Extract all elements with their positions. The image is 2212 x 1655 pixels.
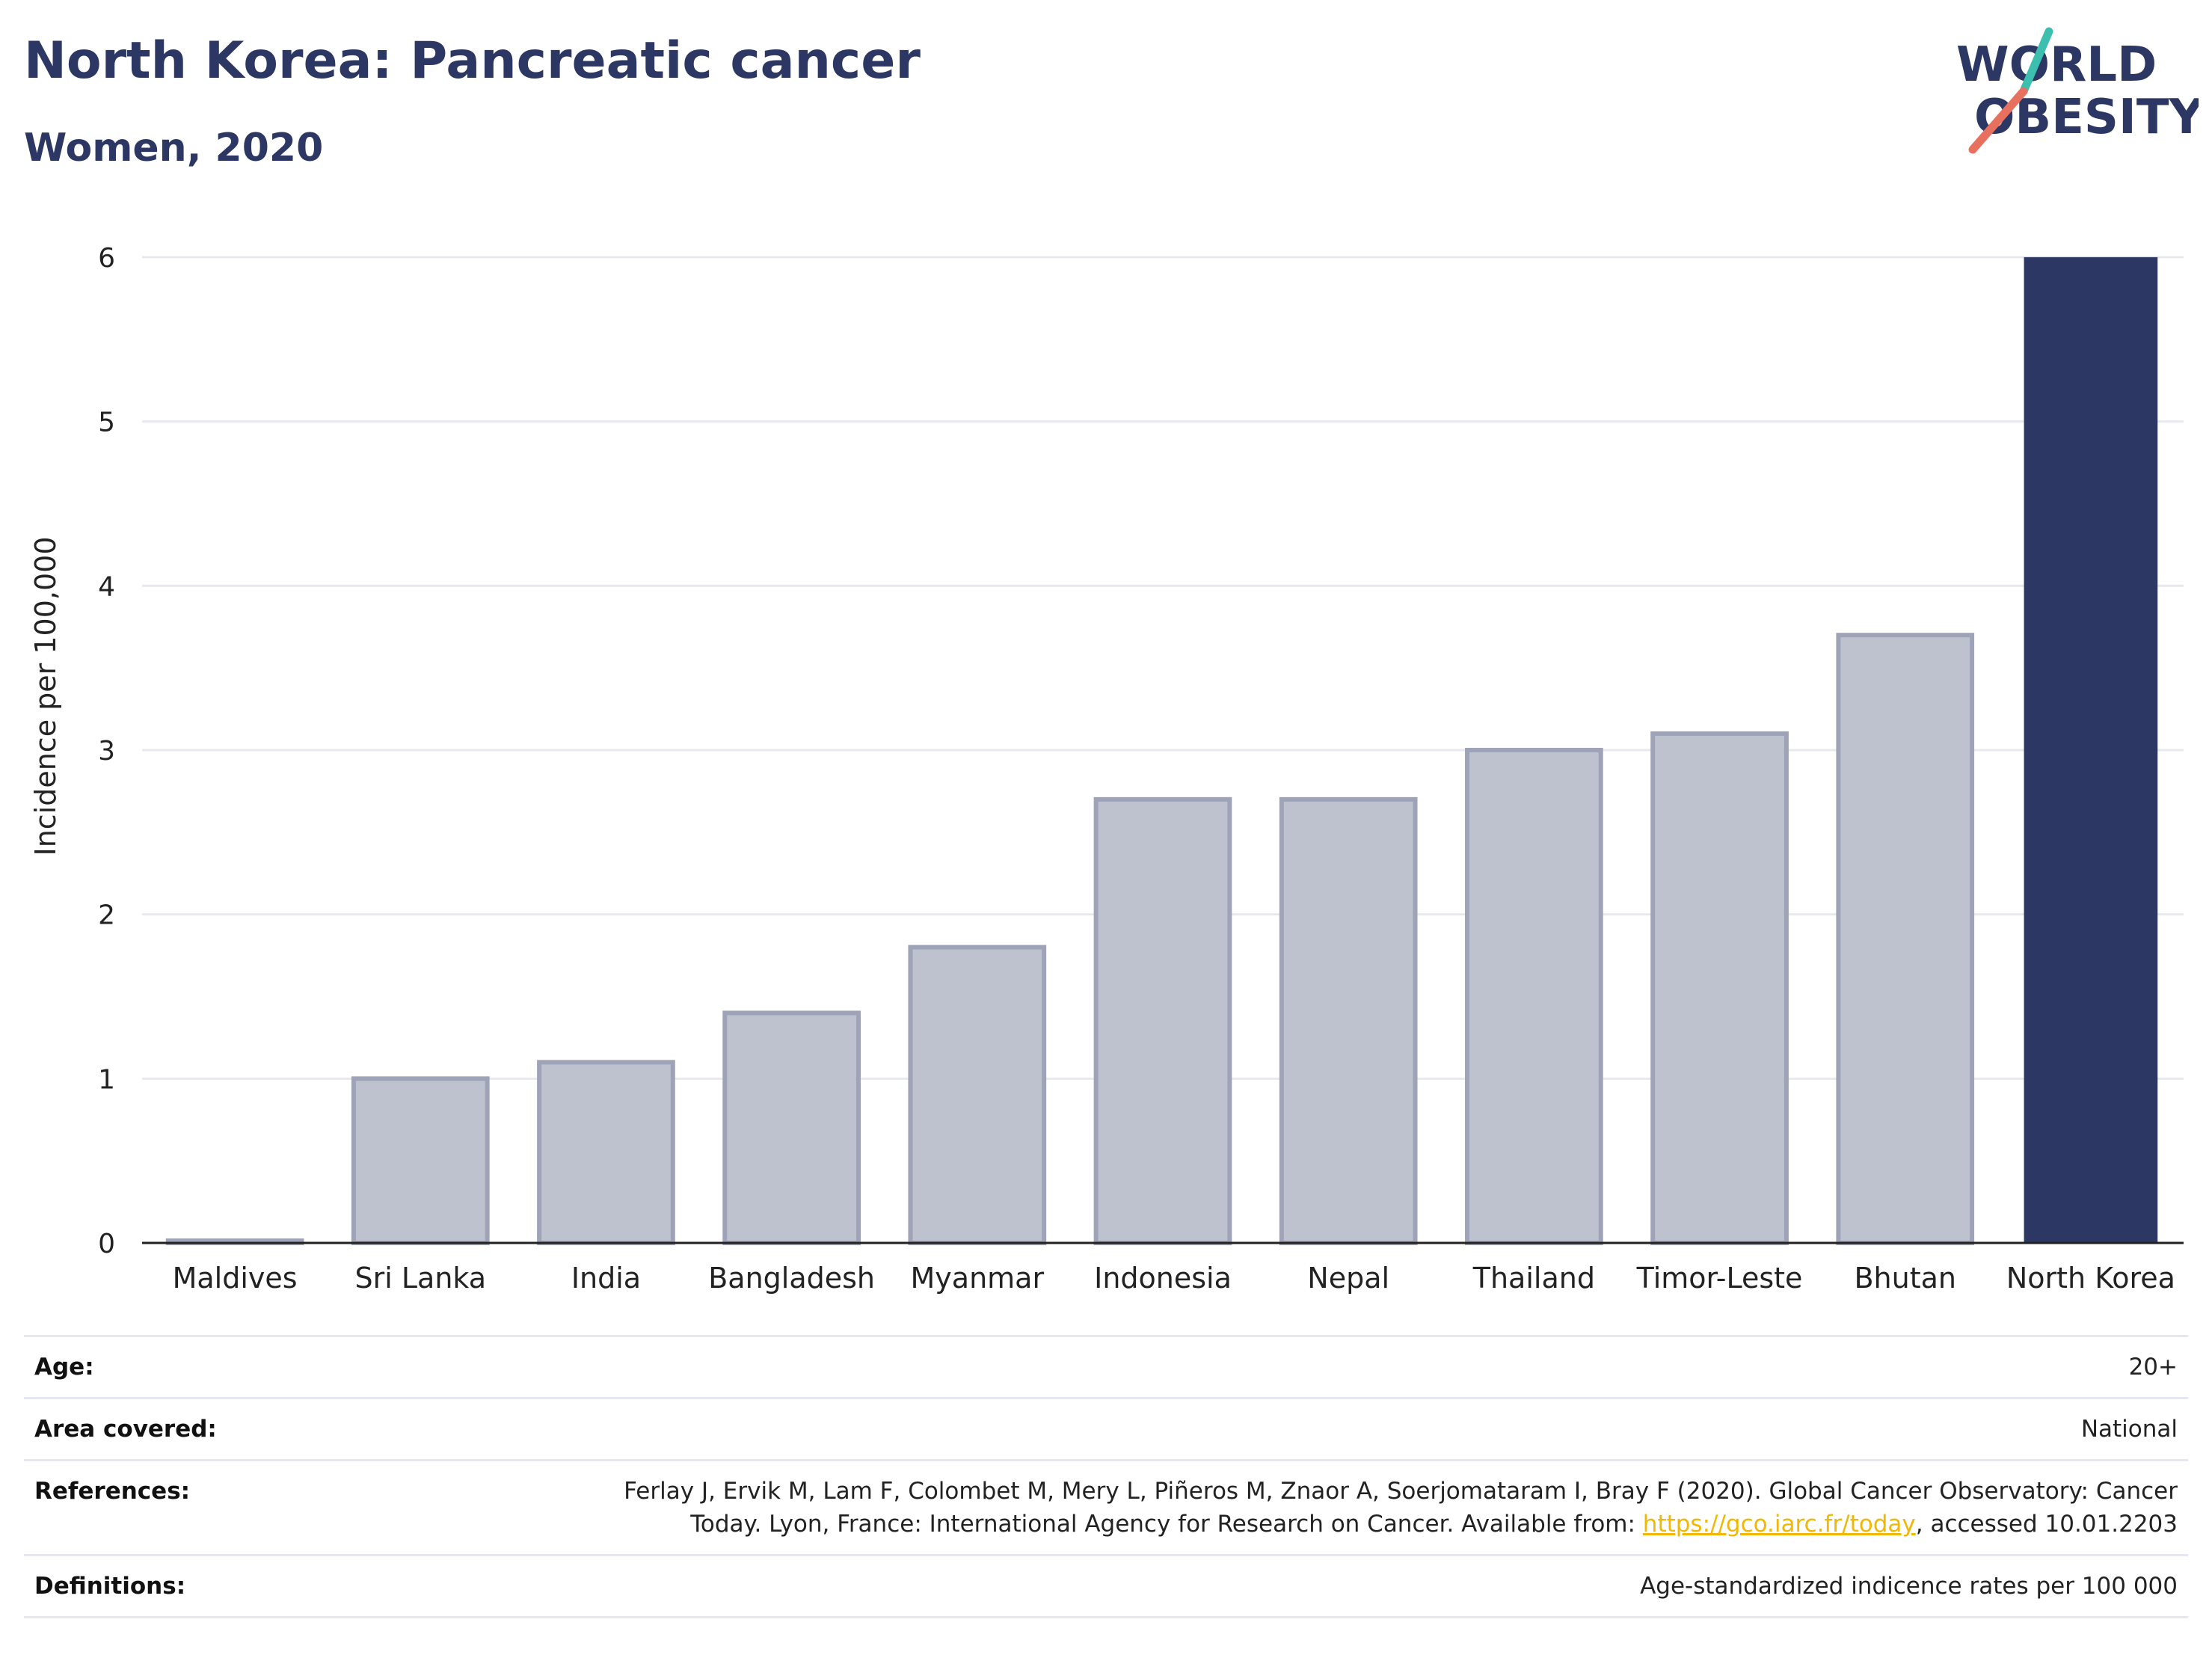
references-line-1: Ferlay J, Ervik M, Lam F, Colombet M, Me… (624, 1478, 2178, 1505)
bar-north-korea (2024, 257, 2158, 1243)
logo-slash-coral (1968, 87, 2028, 154)
bar-indonesia (1093, 796, 1232, 1245)
y-tick-label: 6 (98, 243, 115, 274)
logo-slash-teal (2019, 27, 2053, 96)
meta-references-label: References: (34, 1478, 191, 1505)
world-obesity-logo: WORLD OBESITY (1956, 27, 2199, 154)
y-axis-ticks: 0 1 2 3 4 5 6 (98, 243, 115, 1259)
bar-bhutan (1836, 633, 1975, 1245)
chart-title: North Korea: Pancreatic cancer (24, 31, 921, 90)
x-tick-label: Maldives (173, 1262, 298, 1295)
logo-line-1: WORLD (1956, 37, 2157, 93)
y-tick-label: 1 (98, 1064, 115, 1095)
meta-area-value: National (2080, 1416, 2178, 1443)
x-tick-label: Thailand (1472, 1262, 1595, 1295)
metadata-table: Age: 20+ Area covered: National Referenc… (24, 1335, 2188, 1618)
y-axis-label: Incidence per 100,000 (29, 536, 62, 856)
x-tick-label: North Korea (2006, 1262, 2175, 1295)
meta-references-value: Ferlay J, Ervik M, Lam F, Colombet M, Me… (624, 1475, 2178, 1541)
bar-bangladesh (722, 1010, 861, 1246)
references-line-2-end: , accessed 10.01.2203 (1915, 1511, 2178, 1538)
y-tick-label: 4 (98, 571, 115, 602)
x-tick-label: Indonesia (1094, 1262, 1232, 1295)
x-tick-label: Bhutan (1854, 1262, 1956, 1295)
y-tick-label: 3 (98, 736, 115, 767)
x-tick-label: Bangladesh (708, 1262, 875, 1295)
bar-myanmar (908, 945, 1047, 1246)
bar-chart: 0 1 2 3 4 5 6 Maldives Sri Lanka India Bangladesh… (29, 243, 2184, 1295)
x-tick-label: Sri Lanka (354, 1262, 486, 1295)
bar-india (537, 1060, 675, 1246)
chart-subtitle: Women, 2020 (24, 126, 324, 171)
meta-area-label: Area covered: (34, 1416, 217, 1443)
y-tick-label: 2 (98, 900, 115, 931)
x-tick-label: Timor-Leste (1636, 1262, 1803, 1295)
meta-age-value: 20+ (2128, 1354, 2178, 1381)
meta-row-references: References: Ferlay J, Ervik M, Lam F, Co… (24, 1459, 2188, 1554)
x-tick-label: Nepal (1307, 1262, 1389, 1295)
x-tick-label: India (571, 1262, 641, 1295)
meta-row-age: Age: 20+ (24, 1335, 2188, 1397)
meta-definitions-label: Definitions: (34, 1573, 186, 1600)
bar-thailand (1465, 747, 1603, 1245)
references-link[interactable]: https://gco.iarc.fr/today (1642, 1511, 1916, 1538)
meta-definitions-value: Age-standardized indicence rates per 100… (1640, 1573, 2178, 1600)
y-tick-label: 5 (98, 408, 115, 438)
y-tick-label: 0 (98, 1229, 115, 1259)
meta-row-definitions: Definitions: Age-standardized indicence … (24, 1554, 2188, 1618)
meta-age-label: Age: (34, 1354, 94, 1381)
x-axis-ticks: Maldives Sri Lanka India Bangladesh Myanmar I… (173, 1262, 2175, 1295)
meta-row-area: Area covered: National (24, 1397, 2188, 1459)
bar-sri-lanka (351, 1076, 490, 1246)
x-tick-label: Myanmar (911, 1262, 1045, 1295)
bar-timor-leste (1650, 731, 1789, 1245)
bars (165, 257, 2158, 1246)
references-line-2: Today. Lyon, France: International Agenc… (624, 1508, 2178, 1541)
references-line-2-text: Today. Lyon, France: International Agenc… (690, 1511, 1643, 1538)
bar-nepal (1279, 796, 1418, 1245)
